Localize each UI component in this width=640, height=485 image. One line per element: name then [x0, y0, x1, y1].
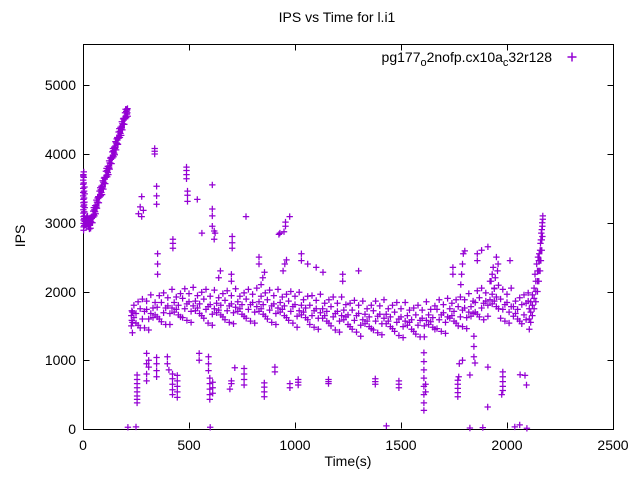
- legend-marker-plus: [567, 52, 577, 62]
- x-tick-label: 500: [177, 437, 201, 453]
- x-tick-label: 2500: [597, 437, 628, 453]
- y-tick-label: 4000: [45, 146, 76, 162]
- y-tick-label: 1000: [45, 352, 76, 368]
- y-axis-label: IPS: [12, 225, 28, 248]
- plot-area: 0 500 1000 1500 2000 2500 0 1000 2000 3000 4000 500…: [45, 44, 629, 453]
- y-tick-label: 3000: [45, 215, 76, 231]
- plot-border: [83, 44, 614, 430]
- x-tick-label: 1000: [279, 437, 310, 453]
- y-tick-label: 0: [68, 421, 76, 437]
- data-points: [80, 105, 546, 432]
- y-tick-label: 2000: [45, 284, 76, 300]
- x-axis-label: Time(s): [325, 453, 372, 469]
- x-tick-label: 1500: [385, 437, 416, 453]
- x-tick-label: 0: [79, 437, 87, 453]
- chart-title: IPS vs Time for l.i1: [279, 9, 396, 25]
- x-tick-label: 2000: [491, 437, 522, 453]
- y-tick-label: 5000: [45, 77, 76, 93]
- legend-label: pg177o2nofp.cx10ac32r128: [382, 49, 553, 69]
